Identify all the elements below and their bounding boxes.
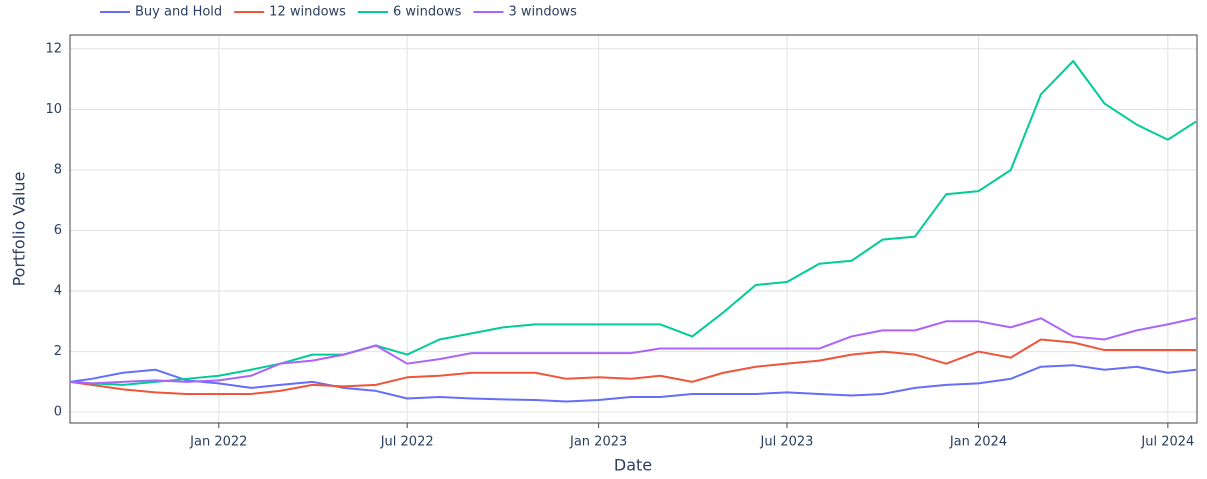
x-tick-label: Jan 2024	[949, 435, 1007, 450]
x-tick-label: Jul 2022	[380, 435, 434, 450]
plot-frame	[69, 34, 1198, 424]
y-axis-title: Portfolio Value	[10, 172, 29, 287]
legend-label: 6 windows	[393, 5, 462, 20]
x-tick-label: Jul 2024	[1140, 435, 1194, 450]
series-line	[69, 364, 1197, 403]
y-tick-label: 2	[54, 344, 62, 359]
x-tick-label: Jan 2022	[189, 435, 247, 450]
y-tick-label: 6	[54, 223, 62, 238]
series-line	[69, 317, 1197, 385]
series-line	[69, 60, 1197, 386]
legend-label: Buy and Hold	[135, 5, 222, 20]
x-axis-title: Date	[614, 456, 652, 475]
legend-label: 12 windows	[269, 5, 346, 20]
y-tick-label: 0	[54, 405, 62, 420]
y-tick-label: 8	[54, 162, 62, 177]
legend-label: 3 windows	[508, 5, 577, 20]
y-tick-label: 4	[54, 284, 62, 299]
y-tick-label: 12	[45, 41, 62, 56]
x-tick-label: Jul 2023	[760, 435, 814, 450]
series-line	[69, 338, 1196, 395]
y-tick-label: 10	[45, 102, 62, 117]
x-tick-label: Jan 2023	[569, 435, 627, 450]
